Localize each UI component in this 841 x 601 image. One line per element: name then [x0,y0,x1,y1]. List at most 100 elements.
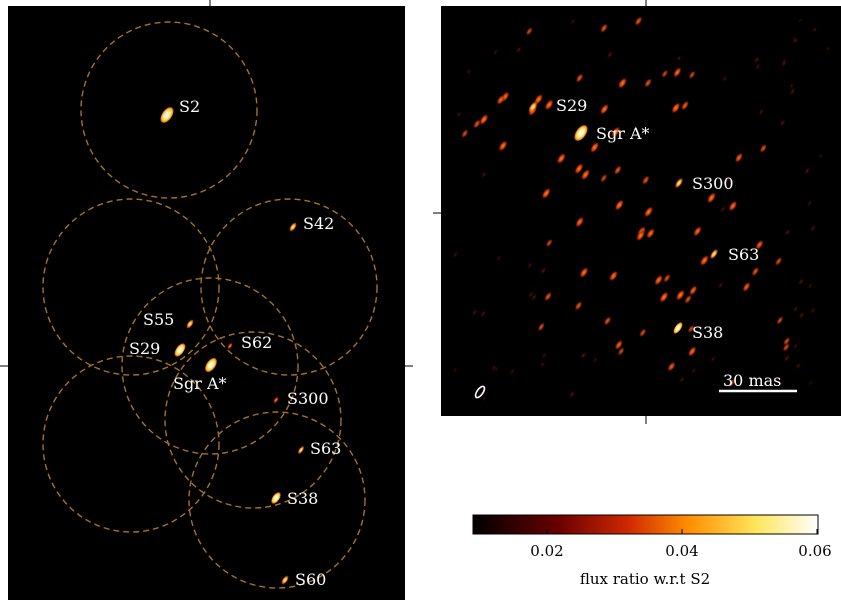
left-panel: S2 S42 S55 S29 S62 Sgr A* S300 S63 S38 S… [0,0,413,600]
sidelobe [818,152,824,160]
sidelobe [809,307,816,315]
sidelobe [641,175,650,185]
sidelobe [751,266,760,277]
rsource-s63 [710,249,718,259]
label-s62: S62 [241,333,272,352]
rsource-sgra [574,125,588,141]
sidelobe [539,266,547,275]
sidelobe [570,18,576,26]
sidelobe [541,187,551,200]
sidelobe [690,366,697,374]
sidelobe [781,60,787,68]
sidelobe [661,69,669,79]
sidelobe [808,379,814,386]
source-s60 [281,575,289,585]
sidelobe [776,316,784,325]
sidelobe [617,347,625,356]
rlabel-s63: S63 [728,245,759,264]
label-s63: S63 [310,439,341,458]
sidelobe [809,224,817,233]
fov-circle-s300 [164,331,342,509]
source-s42 [289,222,297,232]
sidelobe [465,68,472,76]
sidelobe [688,70,696,80]
sidelobe [580,169,591,181]
sidelobe [811,26,818,34]
sidelobe [452,366,458,374]
colorbar-tick-label-0.06: 0.06 [798,542,831,560]
sidelobe [527,290,535,299]
sidelobe [778,380,784,387]
sidelobe [663,273,671,283]
sidelobe [545,238,553,248]
sidelobe [721,75,728,83]
sidelobe [611,126,621,138]
sidelobe [825,45,831,52]
sidelobe [496,94,506,106]
sidelobe [599,103,609,115]
sidelobe [671,102,681,114]
scale-bar: 30 mas [719,371,797,393]
sidelobe [789,87,796,96]
sidelobe [734,152,744,163]
sidelobe [609,270,618,282]
sidelobe [639,328,647,338]
sidelobe [706,192,717,204]
sidelobe [492,48,499,56]
source-s62 [227,342,233,350]
source-sgra [205,357,217,373]
fov-circle-s2 [80,21,258,199]
right-labels: S29 Sgr A* S300 S63 S38 [556,96,759,342]
sidelobe [498,140,508,152]
sidelobe [755,239,764,250]
source-s2 [160,107,174,123]
sidelobe [644,78,652,88]
fov-circle-center [121,277,299,455]
sidelobe [580,351,587,360]
sidelobe [589,141,600,154]
label-s42: S42 [303,214,334,233]
sidelobe [481,395,487,402]
sidelobe [795,361,802,370]
label-s2: S2 [179,97,200,116]
sidelobe [574,301,583,311]
sidelobe [797,17,803,24]
sidelobe [491,364,497,372]
colorbar-tick-label-0.02: 0.02 [530,542,563,560]
sidelobe [792,305,799,313]
sidelobe [672,67,682,78]
sidelobe [717,281,724,290]
label-s29: S29 [129,339,160,358]
sidelobe [803,166,811,175]
sidelobe [461,129,469,139]
sidelobe [723,176,731,185]
fov-circle-s60 [188,411,366,589]
rsource-s300 [675,178,683,188]
sidelobe [754,62,761,71]
label-sgra: Sgr A* [173,374,227,393]
sidelobe [774,256,783,266]
sidelobe [675,289,686,301]
sidelobe [556,152,566,165]
sidelobe [797,277,805,286]
source-s38 [271,492,281,504]
dirty-beam-sidelobes [452,16,831,402]
sidelobe [719,205,726,214]
fov-circle-s42 [200,198,378,376]
sidelobe [603,316,612,326]
sidelobe [728,378,736,388]
sidelobe [807,282,814,290]
sidelobe [798,311,805,320]
sidelobe [659,291,669,303]
left-panel-background [8,6,405,600]
right-sources [528,101,718,334]
sidelobe [783,354,791,363]
sidelobe [471,308,478,317]
sidelobe [788,82,795,90]
sidelobe [684,294,692,304]
sidelobe [654,274,664,286]
sidelobe [680,100,690,111]
sidelobe [479,113,489,126]
sidelobe [568,390,576,399]
sidelobe [791,36,798,44]
